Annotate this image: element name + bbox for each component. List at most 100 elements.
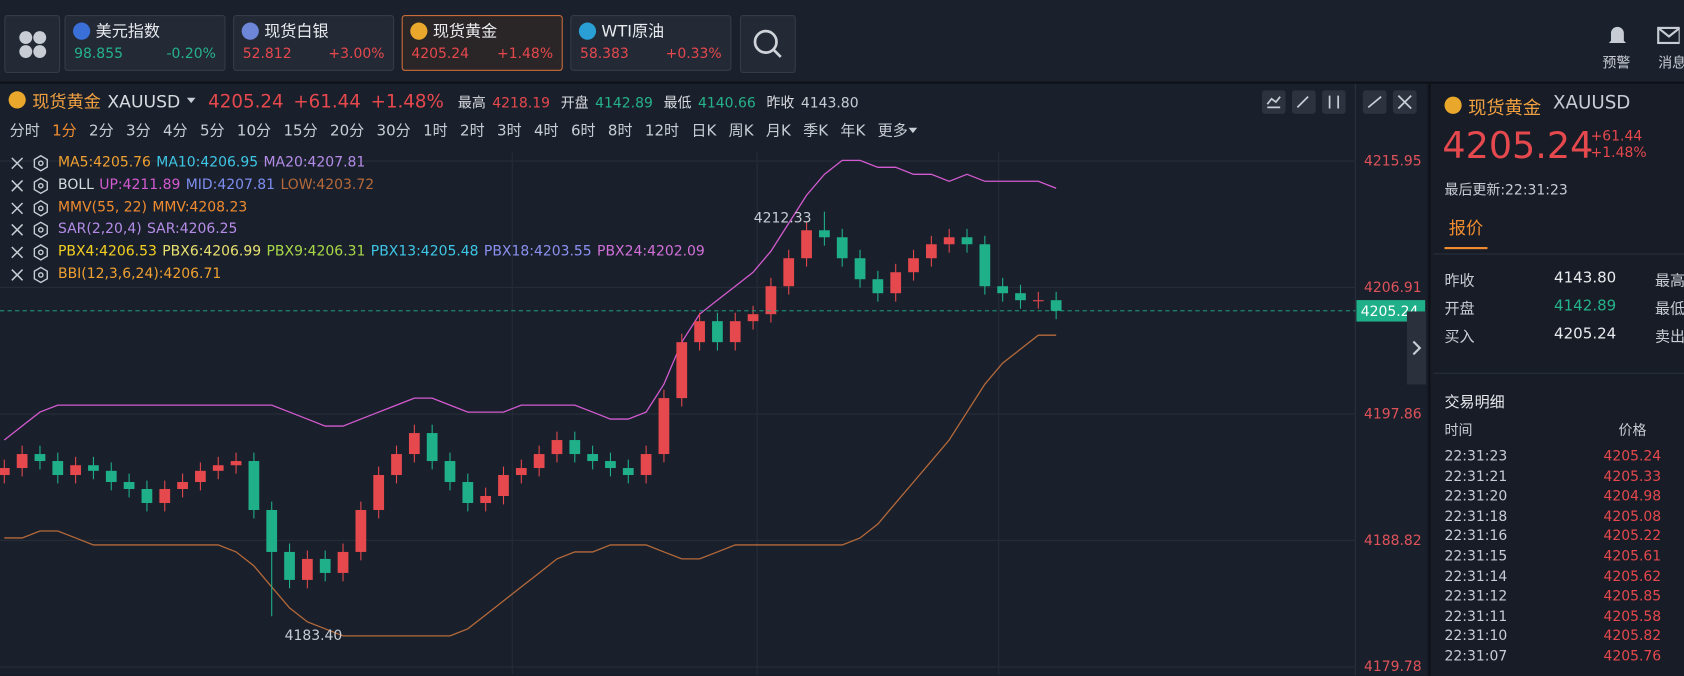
indicator-value: MMV:4208.23	[152, 199, 248, 216]
indicator-controls[interactable]	[9, 177, 61, 196]
candle-body	[1050, 300, 1062, 311]
candle-body	[569, 440, 581, 455]
period-tab[interactable]: 更多	[877, 122, 908, 140]
trade-time: 22:31:14	[1444, 568, 1508, 585]
candle-body	[533, 454, 545, 469]
period-tab[interactable]: 季K	[803, 122, 829, 140]
ticker-change: +0.33%	[665, 46, 722, 63]
quote-tab[interactable]: 报价	[1448, 218, 1484, 239]
trade-price: 4205.82	[1603, 628, 1662, 645]
candle-body	[123, 482, 135, 490]
period-tab[interactable]: 3时	[497, 122, 522, 140]
ticker-card[interactable]: WTI原油 58.383 +0.33%	[570, 15, 732, 71]
ticker-name: 现货白银	[264, 21, 329, 41]
indicator-row: MMV(55, 22) MMV:4208.23	[58, 199, 247, 215]
trades-header: 时间	[1444, 423, 1473, 440]
period-tab[interactable]: 4时	[533, 122, 559, 140]
quote-row-label: 最高	[1655, 272, 1684, 290]
period-tab[interactable]: 1时	[423, 122, 448, 140]
period-tab[interactable]: 1分	[52, 122, 77, 140]
apps-button[interactable]	[4, 15, 61, 74]
indicator-value: MA5:4205.76	[57, 154, 151, 171]
indicator-controls[interactable]	[9, 266, 61, 285]
indicator-value: PBX18:4203.55	[483, 243, 592, 261]
period-tab[interactable]: 2时	[460, 122, 485, 140]
search-button[interactable]	[739, 15, 796, 74]
toolbar-label[interactable]: 预警	[1602, 55, 1631, 72]
indicator-controls[interactable]	[9, 199, 61, 218]
trade-price: 4205.24	[1603, 448, 1662, 466]
candle-body	[462, 482, 474, 503]
trade-price: 4205.85	[1603, 588, 1662, 605]
toolbar-label[interactable]: 消息	[1658, 55, 1684, 72]
indicator-value: LOW:4203.72	[280, 176, 375, 194]
candle-body	[355, 509, 367, 552]
period-tab[interactable]: 4分	[162, 122, 188, 140]
candle-body	[177, 482, 188, 490]
candle-body	[979, 244, 991, 287]
indicator-value: PBX4:4206.53	[57, 243, 157, 261]
candle-body	[444, 461, 456, 483]
indicator-value: SAR:4206.25	[147, 221, 238, 238]
period-tab[interactable]: 年K	[840, 122, 866, 140]
candle-body	[712, 321, 723, 343]
indicator-controls[interactable]	[9, 154, 61, 174]
search-icon	[753, 29, 782, 58]
ticker-card[interactable]: 现货黄金 4205.24 +1.48%	[401, 15, 563, 71]
candle-body	[622, 468, 634, 476]
period-tab[interactable]: 2分	[89, 122, 114, 140]
period-tab[interactable]: 6时	[570, 122, 596, 140]
period-tab[interactable]: 15分	[283, 122, 318, 140]
period-tab[interactable]: 12时	[644, 122, 680, 140]
ticker-change: +1.48%	[497, 46, 554, 63]
period-tab[interactable]: 月K	[765, 122, 791, 140]
trade-time: 22:31:07	[1444, 648, 1508, 665]
candle-body	[961, 237, 973, 245]
quote-change-pct: +1.48%	[1590, 144, 1647, 162]
ticker-card[interactable]: 现货白银 52.812 +3.00%	[233, 15, 395, 71]
stat-value: 4142.89	[595, 95, 653, 112]
trades-title: 交易明细	[1444, 394, 1505, 412]
period-tab[interactable]: 日K	[691, 122, 717, 140]
candle-body	[943, 237, 955, 245]
tab-underline	[1444, 247, 1488, 250]
period-tab[interactable]: 10分	[236, 122, 272, 140]
header-change: +61.44	[293, 91, 361, 113]
trade-time: 22:31:10	[1444, 628, 1508, 645]
quote-row-label: 买入	[1444, 328, 1475, 346]
candle-body	[373, 475, 385, 510]
period-tab[interactable]: 周K	[728, 122, 754, 140]
ticker-price: 58.383	[579, 46, 629, 63]
period-tab[interactable]: 20分	[329, 122, 365, 140]
quote-name: 现货黄金	[1468, 97, 1542, 120]
candle-body	[747, 314, 759, 322]
ticker-price: 52.812	[242, 46, 292, 63]
ticker-icon	[73, 22, 91, 40]
indicator-row: MA5:4205.76 MA10:4206.95 MA20:4207.81	[58, 155, 365, 171]
indicator-controls[interactable]	[9, 221, 61, 241]
stat-label: 开盘	[560, 95, 589, 112]
period-bar: 分时 1分 2分 3分 4分 5分 10分 15分 20分 30分 1时 2时 3时 4时 6时 8时 12时日…	[10, 119, 917, 140]
candle-body	[836, 237, 848, 259]
candle-body	[284, 551, 295, 580]
period-tab[interactable]: 8时	[607, 122, 633, 140]
ticker-icon	[578, 22, 597, 40]
period-tab[interactable]: 5分	[199, 122, 225, 140]
indicator-controls[interactable]	[9, 244, 61, 263]
overlay-line	[3, 159, 1057, 441]
panel-toggle[interactable]	[1406, 311, 1427, 385]
section-divider	[1433, 372, 1684, 374]
ticker-price: 98.855	[74, 46, 123, 63]
trade-price: 4205.08	[1603, 508, 1662, 525]
period-tab[interactable]: 分时	[9, 122, 40, 140]
period-tab[interactable]: 30分	[376, 122, 411, 140]
indicator-value: MA20:4207.81	[263, 154, 366, 171]
ticker-card[interactable]: 美元指数 98.855 -0.20%	[64, 15, 226, 71]
y-tick-label: 4215.95	[1364, 153, 1422, 169]
trade-price: 4204.98	[1603, 488, 1662, 505]
period-tab[interactable]: 3分	[126, 122, 151, 140]
candle-body	[908, 258, 919, 273]
stat-label: 最低	[663, 95, 692, 112]
trade-time: 22:31:16	[1444, 528, 1508, 545]
